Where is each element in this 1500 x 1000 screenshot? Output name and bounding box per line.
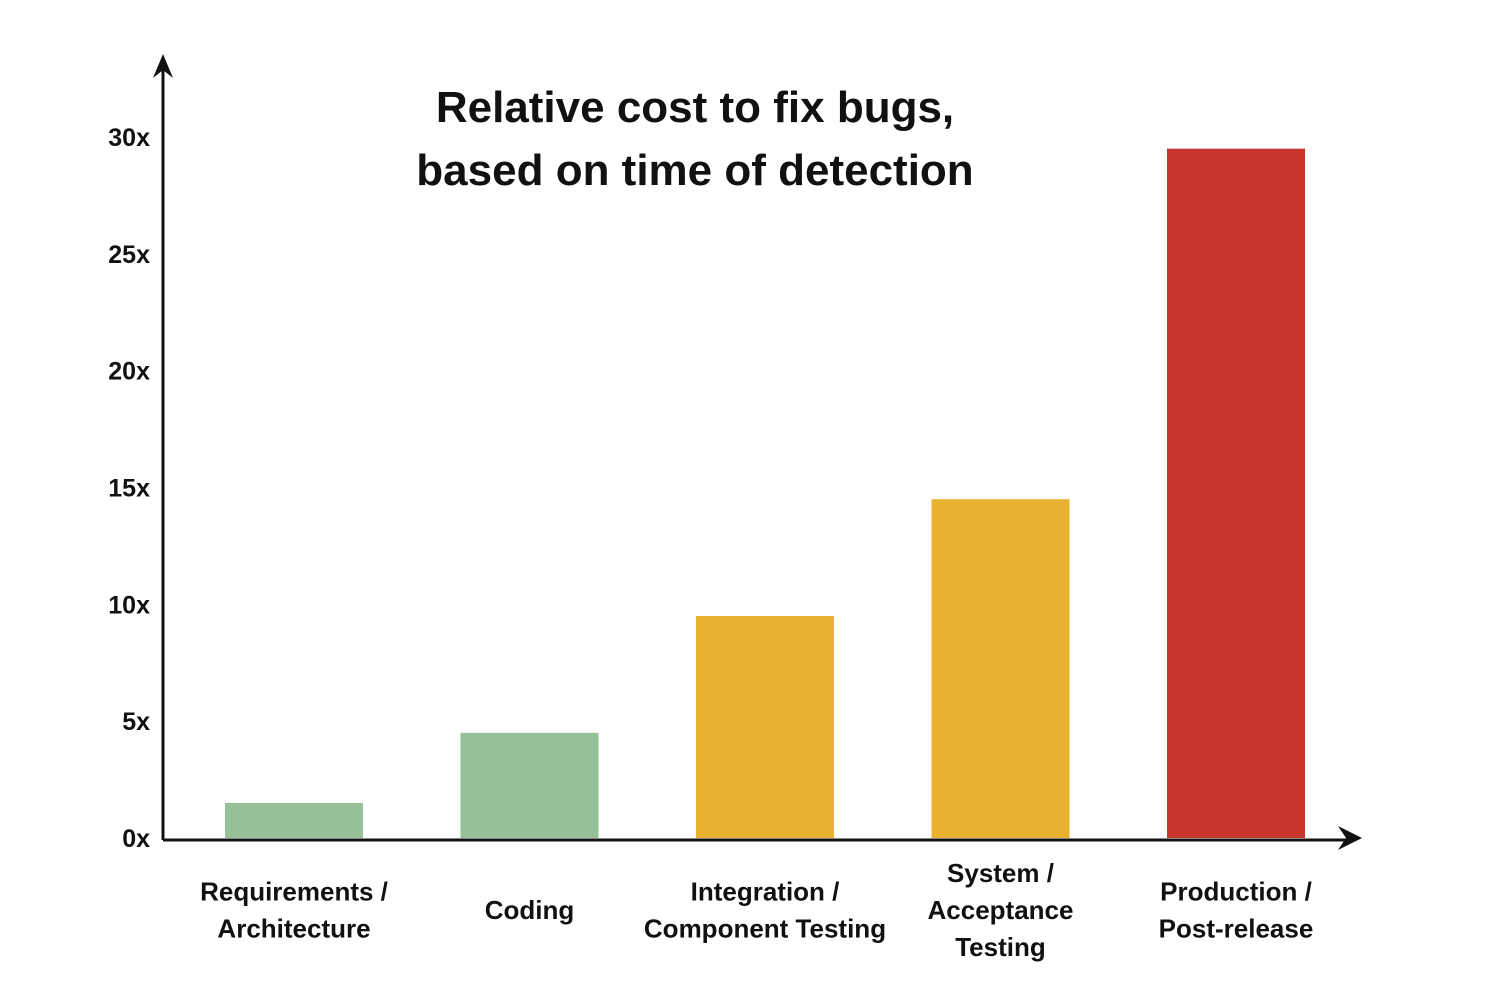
bar (1167, 148, 1305, 838)
category-label-line: Architecture (217, 914, 370, 944)
y-tick-label: 10x (108, 591, 150, 619)
bar (460, 732, 599, 838)
y-tick-label: 20x (108, 358, 150, 386)
category-label-line: Post-release (1159, 914, 1314, 944)
category-label: Production / Post-release (1159, 877, 1314, 944)
bar (225, 802, 363, 838)
category-label: Integration / Component Testing (644, 877, 886, 944)
y-axis-arrow-icon (153, 54, 173, 78)
category-label-line: Component Testing (644, 914, 886, 944)
chart-title-line-2: based on time of detection (416, 146, 973, 195)
x-axis (163, 826, 1362, 850)
y-tick-label: 5x (122, 708, 150, 736)
y-axis (153, 54, 173, 840)
category-label-line: Integration / (691, 877, 840, 907)
y-tick-label: 30x (108, 124, 150, 152)
category-label-line: Production / (1160, 877, 1312, 907)
category-label-line: Testing (955, 932, 1046, 962)
y-tick-label: 25x (108, 241, 150, 269)
y-tick-label: 0x (122, 825, 150, 853)
category-label-line: Requirements / (200, 877, 388, 907)
chart-title-line-1: Relative cost to fix bugs, (436, 83, 954, 132)
bar (696, 616, 834, 838)
category-label-line: Coding (485, 895, 575, 925)
category-label: Requirements / Architecture (200, 877, 388, 944)
category-labels: Requirements / Architecture Coding Integrat… (200, 858, 1313, 962)
x-axis-arrow-icon (1338, 826, 1362, 850)
y-tick-label: 15x (108, 475, 150, 503)
bar (931, 499, 1070, 838)
y-tick-labels: 0x 5x 10x 15x 20x 25x 30x (108, 124, 150, 853)
bars (225, 148, 1305, 838)
category-label: System / Acceptance Testing (928, 858, 1074, 962)
category-label-line: System / (947, 858, 1054, 888)
category-label: Coding (485, 895, 575, 925)
category-label-line: Acceptance (928, 895, 1074, 925)
